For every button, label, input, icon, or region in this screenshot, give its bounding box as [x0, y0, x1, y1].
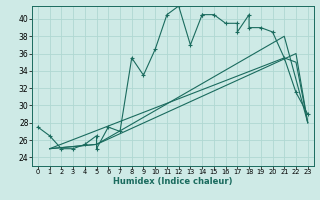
X-axis label: Humidex (Indice chaleur): Humidex (Indice chaleur) — [113, 177, 233, 186]
